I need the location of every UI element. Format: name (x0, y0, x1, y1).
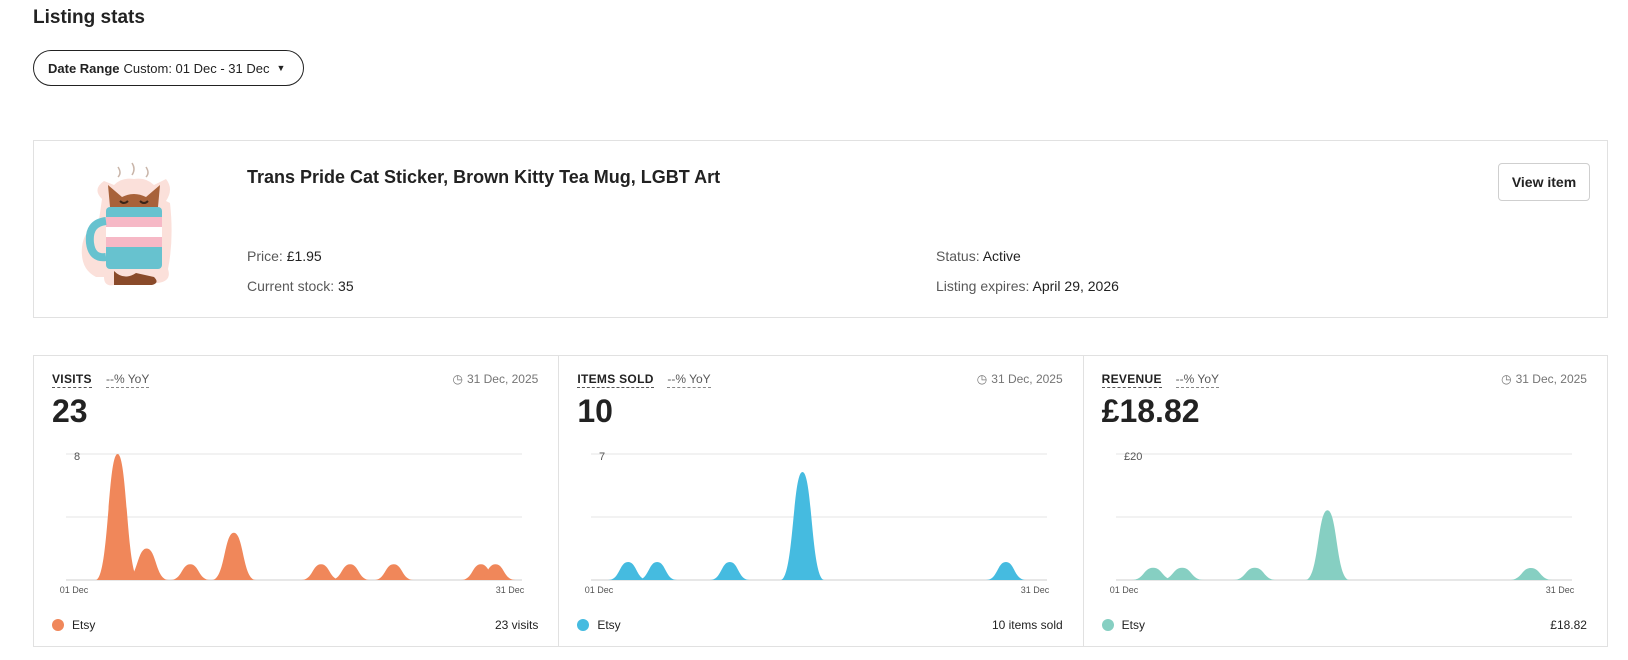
y-max-label: 8 (74, 451, 80, 463)
stock-value: 35 (338, 278, 354, 294)
date-range-label: Date Range (48, 60, 120, 76)
data-peak (95, 454, 140, 580)
status-value: Active (982, 248, 1021, 264)
stat-value: 10 (577, 393, 613, 429)
legend-label: Etsy (597, 618, 621, 632)
y-max-label: £20 (1124, 451, 1142, 463)
visits-chart: 8 01 Dec 31 Dec (60, 451, 525, 595)
listing-title[interactable]: Trans Pride Cat Sticker, Brown Kitty Tea… (247, 167, 721, 187)
clock-icon: ◷ (452, 372, 463, 386)
legend: Etsy (577, 618, 621, 632)
stats-card: VISITS --% YoY ◷ 31 Dec, 2025 23 8 01 Dec 3… (33, 355, 1608, 647)
clock-icon: ◷ (1501, 372, 1512, 386)
stat-date: ◷ 31 Dec, 2025 (977, 372, 1063, 386)
stock-label: Current stock: (247, 278, 335, 294)
stock-row: Current stock: 35 (247, 278, 354, 294)
data-peak (608, 562, 649, 580)
x-tick-label: 01 Dec (60, 585, 89, 595)
stat-yoy[interactable]: --% YoY (1175, 372, 1220, 388)
cat-mug-sticker-icon (81, 162, 172, 286)
legend: Etsy (52, 618, 95, 632)
stat-total: £18.82 (1550, 618, 1587, 632)
stat-date-text: 31 Dec, 2025 (991, 372, 1063, 386)
clock-icon: ◷ (976, 372, 988, 386)
data-peak (330, 564, 371, 580)
data-peak (475, 564, 516, 580)
legend: Etsy (1101, 618, 1145, 632)
stat-date-text: 31 Dec, 2025 (1515, 372, 1587, 386)
data-peak (373, 564, 414, 580)
stat-panel-revenue: REVENUE --% YoY ◷ 31 Dec, 2025 £18.82 £20… (1082, 356, 1607, 646)
legend-dot (577, 619, 590, 631)
items-sold-chart: 7 01 Dec 31 Dec (585, 451, 1050, 595)
x-tick-label: 01 Dec (1109, 585, 1138, 595)
stat-yoy[interactable]: --% YoY (667, 372, 711, 388)
stat-yoy[interactable]: --% YoY (106, 372, 150, 388)
page-title: Listing stats (33, 7, 145, 28)
stat-total: 23 visits (494, 618, 539, 632)
x-tick-label: 31 Dec (1545, 585, 1574, 595)
data-peak (170, 564, 211, 580)
data-peak (1305, 510, 1350, 580)
data-peak (1159, 567, 1204, 580)
stat-value: £18.82 (1101, 393, 1200, 429)
data-peak (986, 562, 1027, 580)
legend-label: Etsy (1121, 618, 1145, 632)
stat-date: ◷ 31 Dec, 2025 (1501, 372, 1587, 386)
status-row: Status: Active (936, 248, 1021, 264)
stat-date-text: 31 Dec, 2025 (466, 372, 539, 386)
data-peak (780, 472, 825, 580)
price-row: Price: £1.95 (247, 248, 322, 264)
status-label: Status: (936, 248, 980, 264)
price-label: Price: (247, 248, 283, 264)
price-value: £1.95 (286, 248, 322, 264)
y-max-label: 7 (599, 451, 605, 463)
legend-dot (52, 619, 64, 631)
data-peak (124, 548, 169, 580)
data-peak (1508, 568, 1553, 580)
stat-date: ◷ 31 Dec, 2025 (452, 372, 538, 386)
data-peak (211, 532, 256, 580)
data-peak (1232, 567, 1277, 580)
date-range-value: Custom: 01 Dec - 31 Dec (123, 60, 270, 76)
stat-panel-items-sold: ITEMS SOLD --% YoY ◷ 31 Dec, 2025 10 7 01 … (558, 356, 1082, 646)
listing-card: Trans Pride Cat Sticker, Brown Kitty Tea… (33, 140, 1608, 318)
data-peak (637, 562, 678, 580)
data-peak (1130, 567, 1175, 580)
stat-label[interactable]: VISITS (52, 372, 92, 388)
x-tick-label: 31 Dec (496, 585, 525, 595)
date-range-button[interactable]: Date Range Custom: 01 Dec - 31 Dec ▼ (33, 50, 305, 86)
legend-label: Etsy (72, 618, 96, 632)
legend-dot (1101, 619, 1114, 631)
expires-label: Listing expires: (936, 278, 1030, 294)
stat-label[interactable]: REVENUE (1101, 372, 1162, 388)
revenue-chart: £20 01 Dec 31 Dec (1109, 451, 1574, 595)
expires-row: Listing expires: April 29, 2026 (936, 278, 1119, 294)
data-peak (301, 564, 342, 580)
data-peak (710, 562, 751, 580)
caret-down-icon: ▼ (276, 63, 286, 73)
x-tick-label: 31 Dec (1021, 585, 1050, 595)
stat-value: 23 (52, 393, 88, 429)
expires-value: April 29, 2026 (1032, 278, 1119, 294)
stat-label[interactable]: ITEMS SOLD (577, 372, 654, 388)
stat-panel-visits: VISITS --% YoY ◷ 31 Dec, 2025 23 8 01 Dec 3… (34, 356, 558, 646)
view-item-button[interactable]: View item (1498, 163, 1590, 201)
x-tick-label: 01 Dec (585, 585, 614, 595)
stat-total: 10 items sold (991, 618, 1063, 632)
